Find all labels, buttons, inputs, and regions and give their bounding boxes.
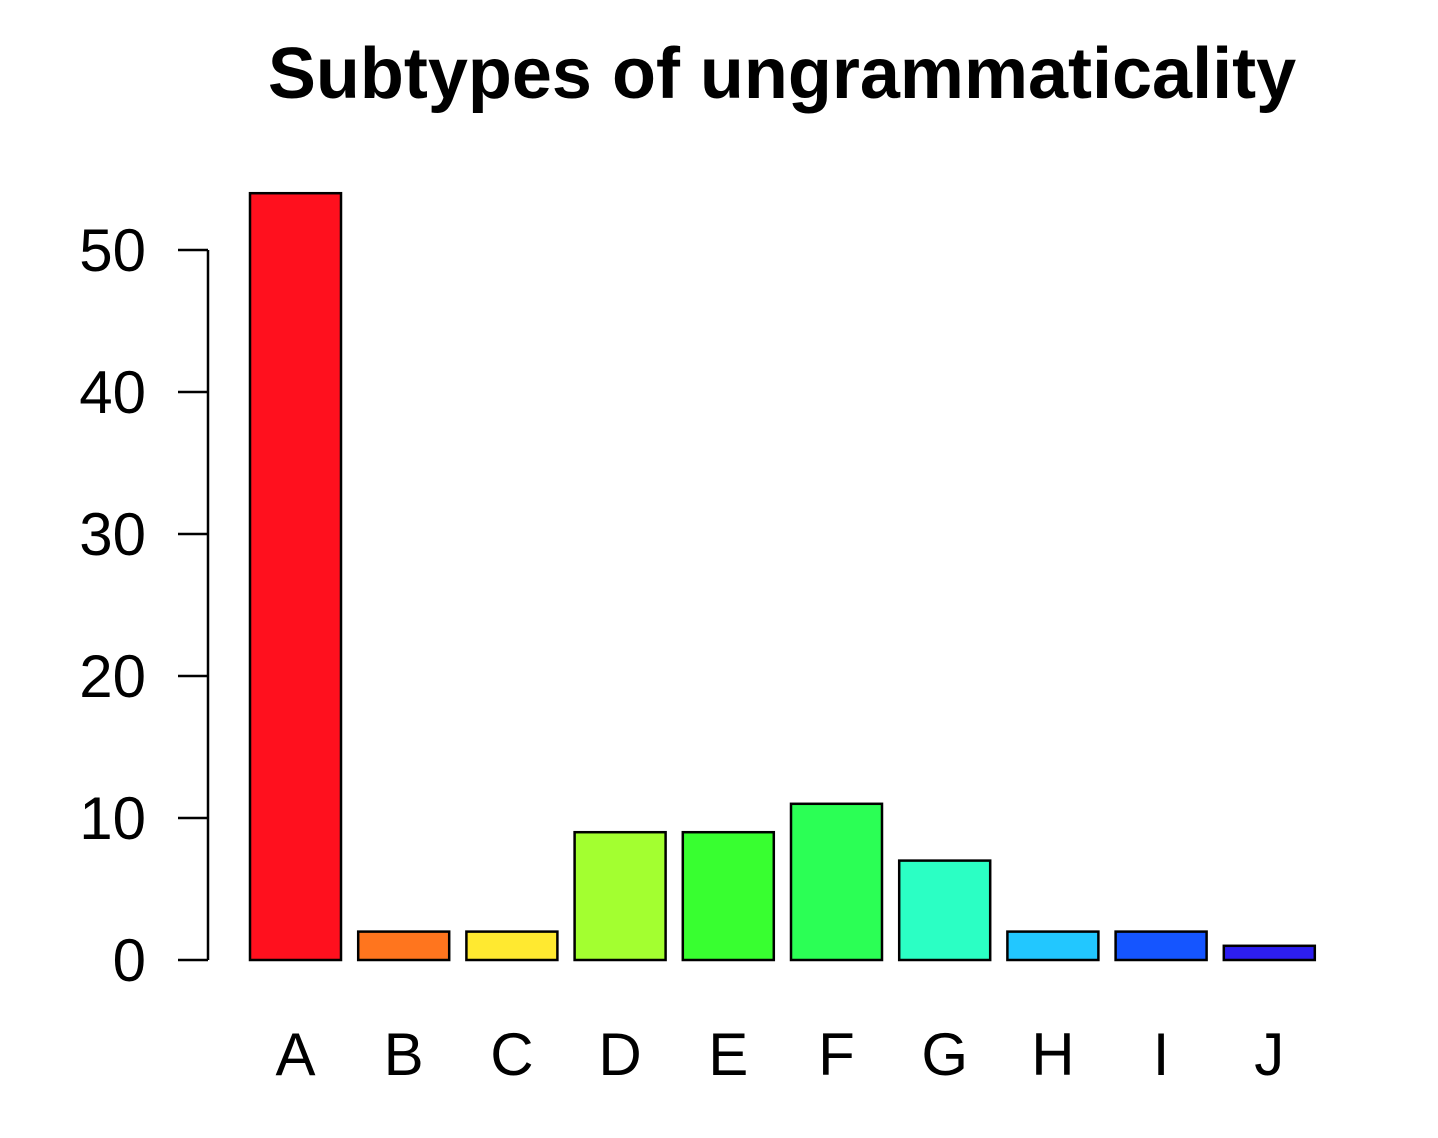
bar-e: [681, 830, 776, 962]
x-category-label: B: [384, 1021, 424, 1088]
x-category-label: D: [598, 1021, 641, 1088]
bar-j: [1222, 944, 1317, 962]
bar-d: [573, 830, 667, 962]
x-category-label: I: [1153, 1021, 1170, 1088]
y-tick-label: 10: [79, 785, 146, 852]
y-tick-label: 30: [79, 501, 146, 568]
bar-c: [465, 930, 559, 962]
bar-i: [1114, 930, 1208, 962]
x-category-label: J: [1254, 1021, 1284, 1088]
y-ticks: 0 10 20 30 40 50: [79, 217, 208, 994]
bars: [248, 191, 1317, 962]
y-tick-label: 50: [79, 217, 146, 284]
bar-h: [1006, 930, 1100, 962]
bar-f: [789, 802, 884, 962]
x-category-label: A: [275, 1021, 315, 1088]
y-tick-label: 0: [113, 927, 146, 994]
chart-title: Subtypes of ungrammaticality: [268, 34, 1296, 114]
y-tick-label: 40: [79, 359, 146, 426]
bar-g: [897, 859, 992, 962]
x-category-label: H: [1031, 1021, 1074, 1088]
x-category-label: G: [921, 1021, 968, 1088]
bar-a: [248, 191, 343, 962]
bar-b: [356, 930, 451, 962]
x-category-label: E: [708, 1021, 748, 1088]
y-tick-label: 20: [79, 643, 146, 710]
x-category-label: F: [818, 1021, 855, 1088]
x-category-label: C: [490, 1021, 533, 1088]
